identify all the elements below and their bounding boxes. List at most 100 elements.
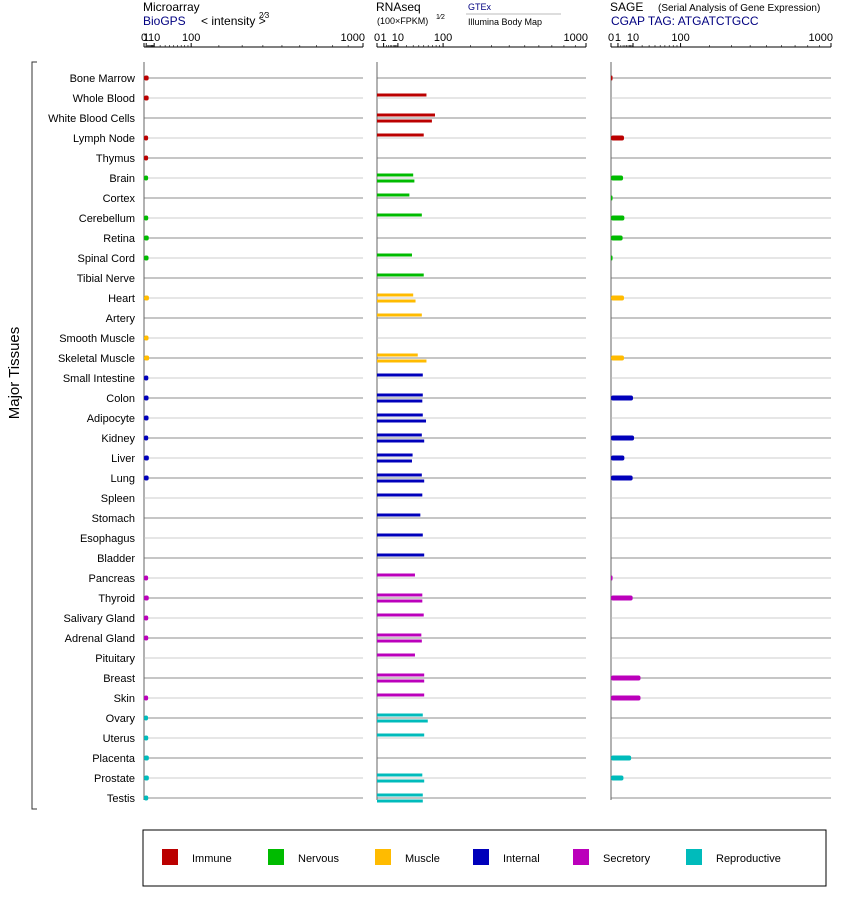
bar-gtex	[377, 473, 422, 477]
bar-microarray	[144, 375, 149, 381]
bar-gtex	[377, 293, 414, 297]
bar-microarray	[144, 135, 149, 141]
panel-note: (Serial Analysis of Gene Expression)	[658, 3, 820, 14]
bar-gtex	[377, 653, 415, 657]
panel-title: Microarray	[143, 0, 200, 14]
legend-label-muscle: Muscle	[405, 853, 440, 865]
bar-gtex	[377, 313, 422, 317]
bar-microarray	[144, 715, 149, 721]
tissue-label: Spinal Cord	[78, 253, 135, 265]
bar-microarray	[144, 695, 149, 701]
bar-microarray	[144, 155, 149, 161]
bar-microarray	[144, 75, 149, 81]
bar-microarray	[144, 635, 149, 641]
x-tick-label: 1	[381, 32, 387, 44]
gtex-source-label: GTEx	[468, 2, 492, 12]
panel-subtitle: CGAP TAG: ATGATCTGCC	[611, 14, 759, 28]
bar-microarray	[144, 295, 149, 301]
bar-sage	[611, 695, 641, 701]
bar-gtex	[377, 373, 423, 377]
bar-sage	[611, 395, 633, 401]
bar-ibm	[377, 799, 423, 803]
bar-microarray	[144, 335, 149, 341]
bar-microarray	[144, 455, 149, 461]
bar-sage	[611, 475, 633, 481]
bar-gtex	[377, 533, 423, 537]
bar-microarray	[144, 355, 150, 361]
bar-microarray	[144, 235, 149, 241]
tissue-label: Lymph Node	[73, 133, 135, 145]
bar-gtex	[377, 113, 435, 117]
tissue-label: Ovary	[106, 713, 136, 725]
bar-gtex	[377, 513, 421, 517]
panel-subtitle: (100×FPKM)	[377, 16, 428, 26]
bar-gtex	[377, 673, 425, 677]
bar-gtex	[377, 593, 423, 597]
x-tick-label: 10	[148, 32, 160, 44]
bar-microarray	[144, 595, 149, 601]
bar-microarray	[144, 475, 149, 481]
bar-gtex	[377, 173, 414, 177]
scale-label: < intensity >	[201, 14, 266, 28]
bar-sage	[611, 295, 625, 301]
bar-microarray	[144, 615, 149, 621]
scale-exponent: 1⁄2	[436, 14, 445, 21]
bar-sage	[611, 355, 625, 361]
bar-gtex	[377, 493, 423, 497]
bar-microarray	[144, 215, 149, 221]
bar-gtex	[377, 453, 413, 457]
bars-layer	[144, 75, 641, 803]
legend-label-reproductive: Reproductive	[716, 853, 781, 865]
panel-sage: SAGE (Serial Analysis of Gene Expression)…	[608, 0, 833, 800]
bar-gtex	[377, 733, 425, 737]
bar-microarray	[144, 415, 149, 421]
bar-ibm	[377, 479, 425, 483]
tissue-label: Thyroid	[98, 593, 135, 605]
bar-gtex	[377, 573, 415, 577]
tissue-label: Small Intestine	[63, 373, 135, 385]
legend-label-secretory: Secretory	[603, 853, 651, 865]
tissue-label: Pituitary	[95, 653, 135, 665]
x-tick-label: 100	[434, 32, 452, 44]
bar-sage	[611, 775, 624, 781]
bar-microarray	[144, 735, 149, 741]
tissue-label: Esophagus	[80, 533, 136, 545]
tissue-label: Breast	[103, 673, 135, 685]
bar-ibm	[377, 779, 425, 783]
bar-ibm	[377, 419, 427, 423]
bar-gtex	[377, 413, 423, 417]
bar-sage	[611, 675, 641, 681]
bar-gtex	[377, 613, 424, 617]
ibm-source-label: Illumina Body Map	[468, 17, 542, 27]
tissue-label: Cortex	[103, 193, 136, 205]
bar-microarray	[144, 255, 149, 261]
side-axis-label: Major Tissues	[6, 327, 23, 420]
bar-microarray	[144, 95, 149, 101]
tissue-label: Thymus	[96, 153, 136, 165]
x-tick-label: 1	[143, 32, 149, 44]
tissue-labels: Bone Marrow Whole Blood White Blood Cells L…	[48, 73, 136, 805]
bar-gtex	[377, 433, 422, 437]
tissue-label: Heart	[108, 293, 135, 305]
x-tick-label: 100	[182, 32, 200, 44]
tissue-label: Pancreas	[89, 573, 136, 585]
x-tick-label: 0	[608, 32, 614, 44]
legend: Immune Nervous Muscle Internal Secretory Repr…	[162, 849, 781, 865]
bar-ibm	[377, 119, 432, 123]
bar-sage	[611, 195, 613, 201]
bar-gtex	[377, 693, 425, 697]
panel-bars-microarray	[144, 75, 150, 801]
legend-swatch-reproductive	[686, 849, 702, 865]
bar-ibm	[377, 439, 425, 443]
bar-sage	[611, 575, 613, 581]
x-tick-label: 0	[141, 32, 147, 44]
panel-title: SAGE	[610, 0, 643, 14]
panel-subtitle: BioGPS	[143, 14, 186, 28]
legend-label-immune: Immune	[192, 853, 232, 865]
x-tick-label: 1	[615, 32, 621, 44]
legend-swatch-immune	[162, 849, 178, 865]
bar-sage	[611, 755, 632, 761]
